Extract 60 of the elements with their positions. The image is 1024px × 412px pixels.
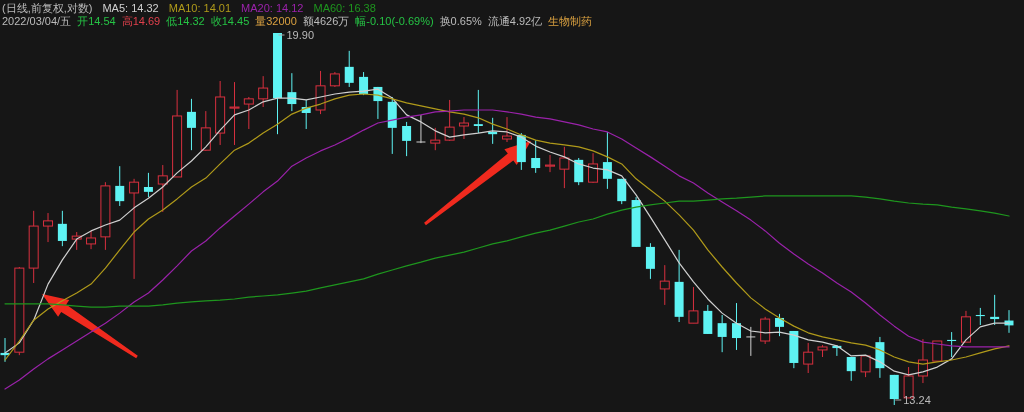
annotation: 19.90 xyxy=(286,29,315,41)
candlestick xyxy=(200,110,211,152)
text: 2022/03/04/五 xyxy=(2,15,72,27)
candlestick xyxy=(731,302,741,351)
candlestick xyxy=(990,294,1000,326)
candlestick xyxy=(416,114,426,144)
candlestick xyxy=(545,154,556,173)
text: MA20: 14.12 xyxy=(241,2,304,14)
candlestick xyxy=(502,116,512,143)
candlestick xyxy=(129,178,140,280)
annotation: 13.24 xyxy=(903,394,931,406)
candlestick xyxy=(602,131,612,190)
candlestick xyxy=(559,146,570,189)
candlestick xyxy=(143,172,153,198)
candlestick xyxy=(430,127,441,151)
candlestick xyxy=(258,75,269,108)
candlestick xyxy=(803,342,814,374)
candlestick xyxy=(531,139,541,174)
text: 收14.45 xyxy=(210,15,250,27)
candlestick xyxy=(947,331,957,358)
candlestick xyxy=(975,307,985,326)
text: MA60: 16.38 xyxy=(313,2,376,14)
candlestick xyxy=(402,121,412,157)
candlestick xyxy=(186,98,196,151)
candlestick xyxy=(444,99,455,142)
candlestick xyxy=(746,326,756,357)
candlestick xyxy=(157,164,168,213)
candlestick xyxy=(703,304,713,335)
candlestick xyxy=(86,230,97,250)
candlestick xyxy=(659,264,670,306)
candlestick xyxy=(488,117,498,145)
candlestick xyxy=(344,50,354,88)
candlestick xyxy=(645,242,655,280)
text: 量32000 xyxy=(255,15,297,27)
text: 开14.54 xyxy=(77,15,116,27)
candlestick xyxy=(574,157,584,186)
chart-title: (日线,前复权,对数) xyxy=(2,2,93,14)
candlestick xyxy=(688,286,699,324)
text: 生物制药 xyxy=(548,15,593,27)
text: MA10: 14.01 xyxy=(168,2,232,14)
candlestick xyxy=(458,116,469,140)
candlestick xyxy=(588,152,599,184)
text: MA5: 14.32 xyxy=(102,2,159,14)
candlestick xyxy=(229,81,240,146)
text: 换0.65% xyxy=(439,15,482,27)
text: 额4626万 xyxy=(302,15,350,27)
candlestick xyxy=(43,212,54,243)
candlestick xyxy=(760,316,771,345)
text: 低14.32 xyxy=(166,15,205,27)
candlestick xyxy=(617,178,627,205)
candlestick xyxy=(775,313,785,337)
candlestick xyxy=(846,356,856,382)
candlestick xyxy=(115,165,125,207)
candlestick xyxy=(57,210,67,247)
candlestick xyxy=(473,89,483,134)
text: 高14.69 xyxy=(121,15,161,27)
text: 幅-0.10(-0.69%) xyxy=(355,15,434,27)
candlestick xyxy=(717,314,727,353)
candlestick xyxy=(243,96,254,130)
text: 流通4.92亿 xyxy=(487,15,543,27)
